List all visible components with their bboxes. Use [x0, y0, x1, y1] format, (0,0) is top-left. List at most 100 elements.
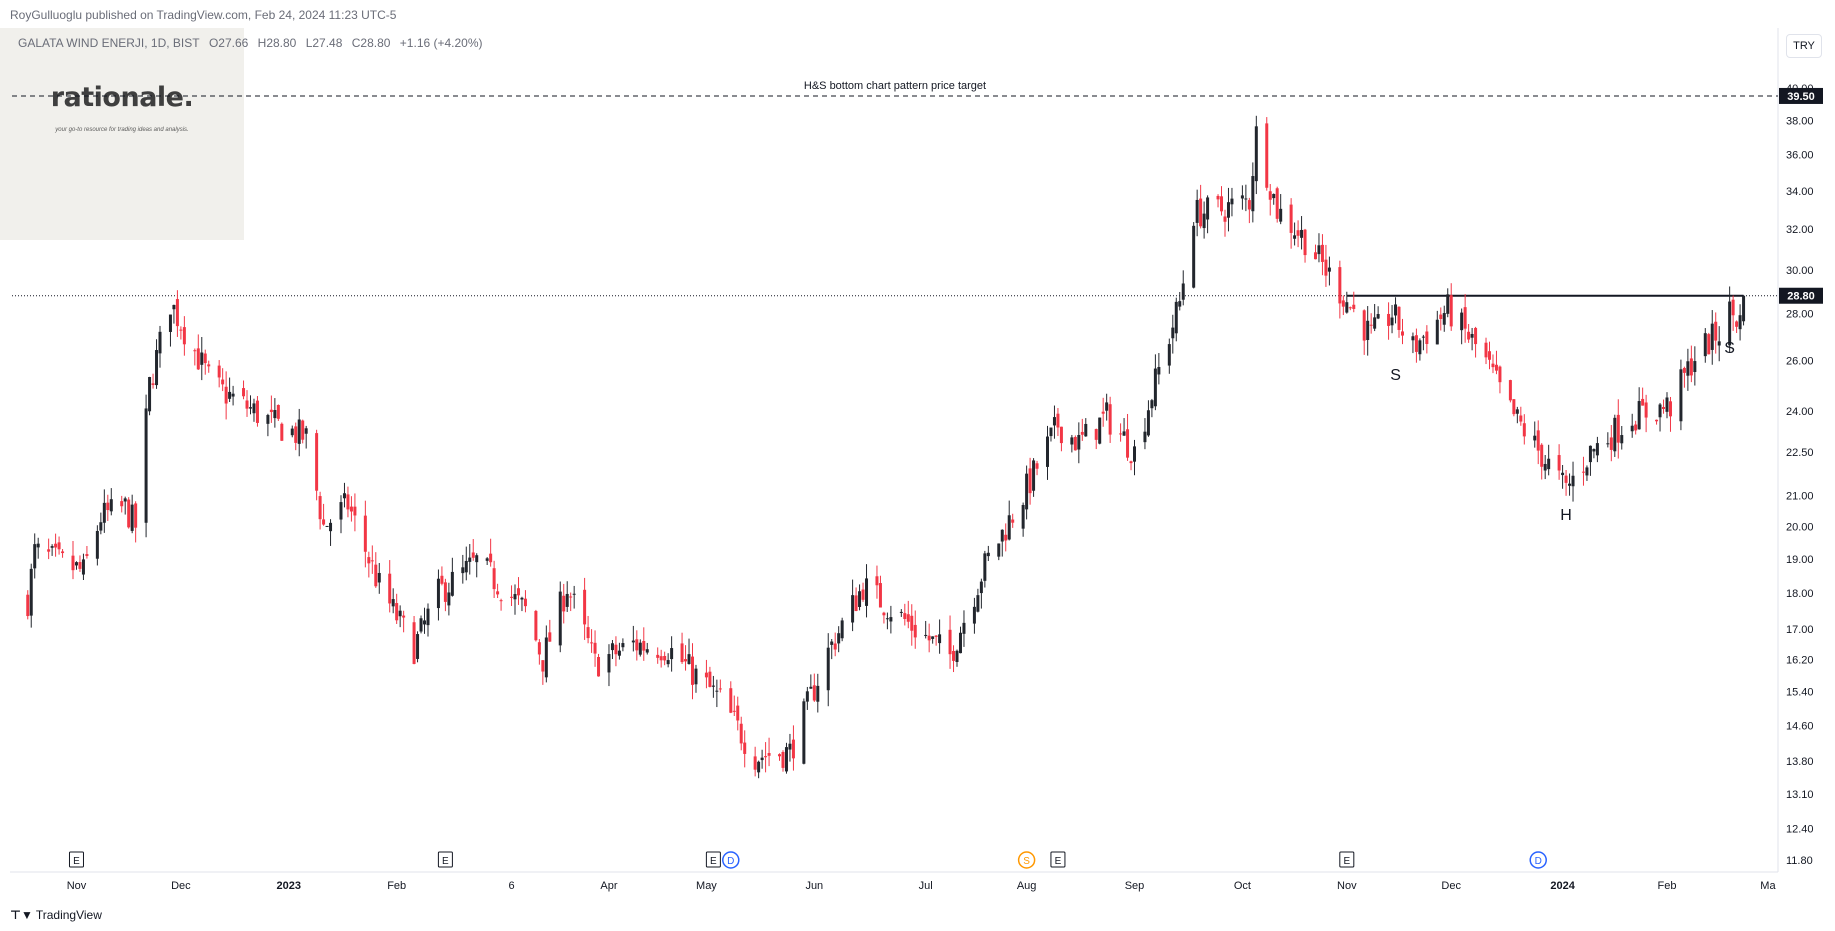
candle-body	[1738, 315, 1742, 330]
y-tick-label: 22.50	[1786, 447, 1814, 459]
candle-body	[736, 705, 740, 721]
candle-body	[1122, 431, 1126, 436]
candle-body	[1077, 434, 1081, 450]
candle-body	[1206, 197, 1210, 220]
candle-body	[1352, 304, 1356, 309]
candle-body	[1519, 415, 1523, 422]
event-label: S	[1023, 856, 1030, 867]
candle-body	[743, 742, 747, 754]
candle-body	[1341, 300, 1345, 307]
candle-body	[1080, 431, 1084, 435]
candle-body	[1007, 515, 1011, 540]
candle-body	[645, 649, 649, 653]
candle-body	[948, 629, 952, 655]
ohlc-close: C28.80	[351, 36, 391, 50]
candle-body	[1025, 473, 1029, 510]
candle-body	[1498, 366, 1502, 383]
candle-body	[367, 557, 371, 564]
pattern-label: H	[1560, 507, 1572, 524]
currency-button[interactable]: TRY	[1786, 34, 1822, 58]
candle-body	[388, 573, 392, 604]
event-label: E	[73, 856, 80, 867]
symbol-name[interactable]: GALATA WIND ENERJI, 1D, BIST	[18, 36, 200, 50]
candle-body	[1512, 399, 1516, 415]
candle-body	[1710, 323, 1714, 350]
y-tick-label: 21.00	[1786, 490, 1814, 502]
candle-body	[1585, 467, 1589, 476]
candle-body	[913, 624, 917, 638]
candle-body	[1150, 400, 1154, 409]
candle-body	[127, 499, 131, 528]
candle-body	[1515, 409, 1519, 414]
candle-body	[1279, 208, 1283, 222]
candle-body	[315, 433, 319, 491]
candle-body	[1439, 314, 1443, 319]
candle-body	[1488, 351, 1492, 360]
candle-body	[106, 502, 110, 511]
candle-body	[1108, 404, 1112, 435]
candle-body	[175, 299, 179, 327]
candle-body	[1000, 529, 1004, 542]
candle-body	[617, 650, 621, 656]
candle-body	[997, 543, 1001, 557]
candle-body	[1435, 319, 1439, 345]
candle-body	[1665, 397, 1669, 412]
candle-body	[47, 549, 51, 552]
candle-body	[468, 557, 472, 562]
candle-body	[983, 553, 987, 581]
candle-body	[635, 639, 639, 651]
candle-body	[583, 589, 587, 625]
last-price-badge: 28.80	[1787, 291, 1815, 303]
candle-body	[962, 622, 966, 634]
x-tick-label: Jun	[805, 880, 823, 892]
candle-body	[955, 650, 959, 663]
candle-body	[1192, 225, 1196, 288]
candle-body	[537, 642, 541, 655]
x-tick-label: Jul	[919, 880, 933, 892]
candle-body	[986, 552, 990, 557]
candle-body	[74, 562, 78, 566]
candle-body	[1735, 321, 1739, 327]
candle-body	[882, 612, 886, 616]
candle-body	[1717, 341, 1721, 346]
candle-body	[586, 627, 590, 639]
candle-body	[1411, 336, 1415, 341]
pattern-label: S	[1390, 367, 1401, 384]
candle-body	[931, 636, 935, 639]
earnings-event-icon	[1050, 851, 1066, 868]
ohlc-low: L27.48	[305, 36, 343, 50]
x-tick-label: Apr	[600, 880, 617, 892]
candle-body	[732, 710, 736, 712]
candle-body	[952, 650, 956, 661]
x-tick-label: Feb	[387, 880, 406, 892]
candle-body	[1223, 216, 1227, 222]
candle-body	[412, 622, 416, 664]
x-tick-label: May	[696, 880, 717, 892]
candle-body	[523, 598, 527, 607]
x-tick-label: 2024	[1550, 880, 1575, 892]
candle-body	[1460, 312, 1464, 331]
candle-body	[1146, 410, 1150, 436]
x-tick-label: Aug	[1017, 880, 1037, 892]
candle-body	[1449, 295, 1453, 327]
candle-body	[1561, 472, 1565, 476]
candle-body	[708, 671, 712, 687]
candle-body	[78, 562, 82, 569]
candle-body	[130, 504, 134, 531]
y-tick-label: 14.60	[1786, 720, 1814, 732]
candle-body	[1275, 188, 1279, 219]
candle-body	[684, 659, 688, 662]
candle-body	[1167, 344, 1171, 366]
candle-body	[492, 568, 496, 590]
candle-body	[1616, 414, 1620, 443]
candle-body	[436, 578, 440, 609]
tradingview-footer[interactable]: ⊤▼ TradingView	[10, 908, 102, 922]
candle-body	[1153, 368, 1157, 407]
candle-body	[1157, 367, 1161, 375]
candle-body	[704, 672, 708, 678]
candle-body	[276, 404, 280, 419]
y-tick-label: 18.00	[1786, 588, 1814, 600]
candle-body	[781, 751, 785, 768]
candle-body	[207, 364, 211, 367]
